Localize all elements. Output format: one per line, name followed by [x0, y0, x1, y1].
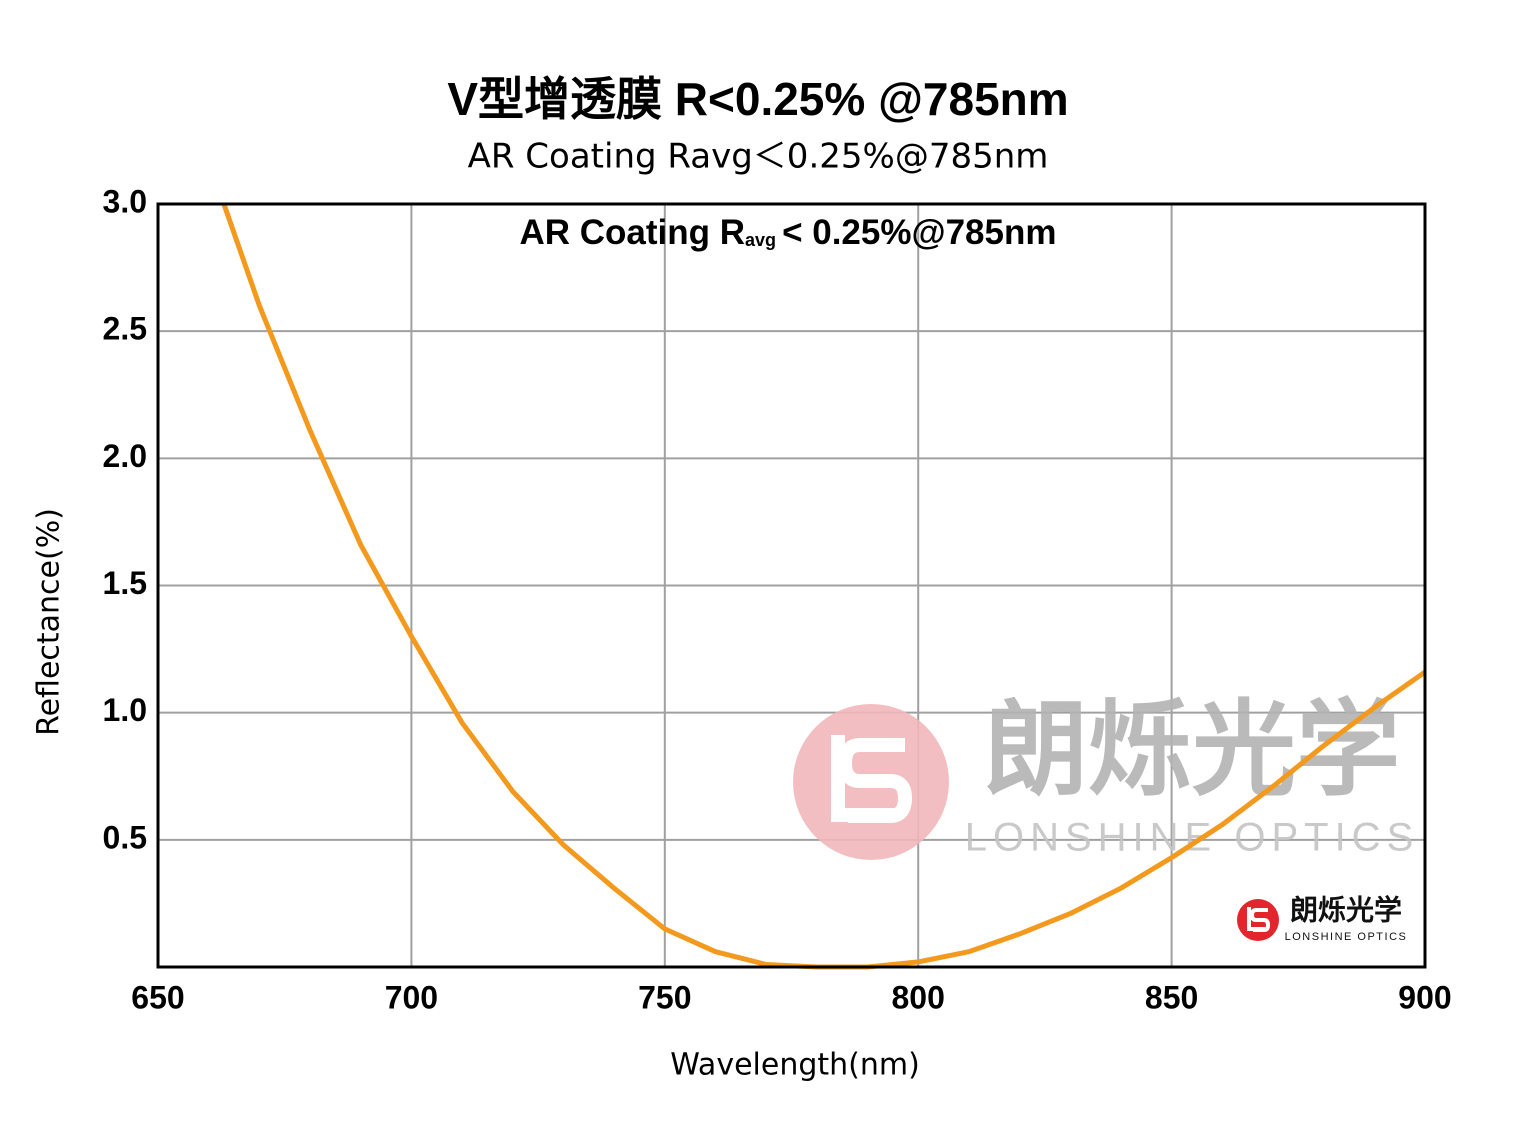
x-tick-label: 900	[1398, 979, 1451, 1015]
logo-name: 朗烁光学	[1290, 893, 1402, 925]
annotation-main: AR Coating R	[519, 213, 745, 252]
y-axis-label: Reflectance(%)	[32, 508, 67, 736]
annotation-sub: avg	[745, 230, 776, 250]
y-tick-label: 2.5	[103, 311, 147, 347]
annotation: AR Coating Ravg < 0.25%@785nm	[519, 213, 1056, 252]
chart-subtitle: AR Coating Ravg＜0.25%@785nm	[468, 137, 1049, 177]
plot-frame	[156, 202, 1427, 969]
x-tick-label: 850	[1145, 979, 1198, 1015]
watermark-name-en: LONSHINE OPTICS	[965, 816, 1420, 860]
annotation-rest: < 0.25%@785nm	[782, 213, 1056, 252]
y-tick-label: 0.5	[103, 819, 147, 855]
logo: 朗烁光学 LONSHINE OPTICS	[1237, 893, 1408, 943]
y-tick-label: 1.0	[103, 692, 147, 728]
y-tick-label: 3.0	[103, 183, 147, 219]
x-tick-label: 800	[892, 979, 945, 1015]
logo-name-en: LONSHINE OPTICS	[1285, 931, 1408, 943]
x-axis-label: Wavelength(nm)	[670, 1048, 920, 1083]
y-tick-label: 2.0	[103, 438, 147, 474]
chart-title: V型增透膜 R<0.25% @785nm	[447, 73, 1068, 125]
watermark-name: 朗烁光学	[984, 692, 1400, 808]
logo-mark-s	[1247, 907, 1271, 932]
x-tick-label: 650	[131, 979, 184, 1015]
x-tick-label: 750	[638, 979, 691, 1015]
watermark-logo-mark	[831, 735, 913, 823]
watermark: 朗烁光学 LONSHINE OPTICS	[793, 692, 1420, 860]
x-tick-label: 700	[385, 979, 438, 1015]
y-tick-label: 1.5	[103, 565, 147, 601]
